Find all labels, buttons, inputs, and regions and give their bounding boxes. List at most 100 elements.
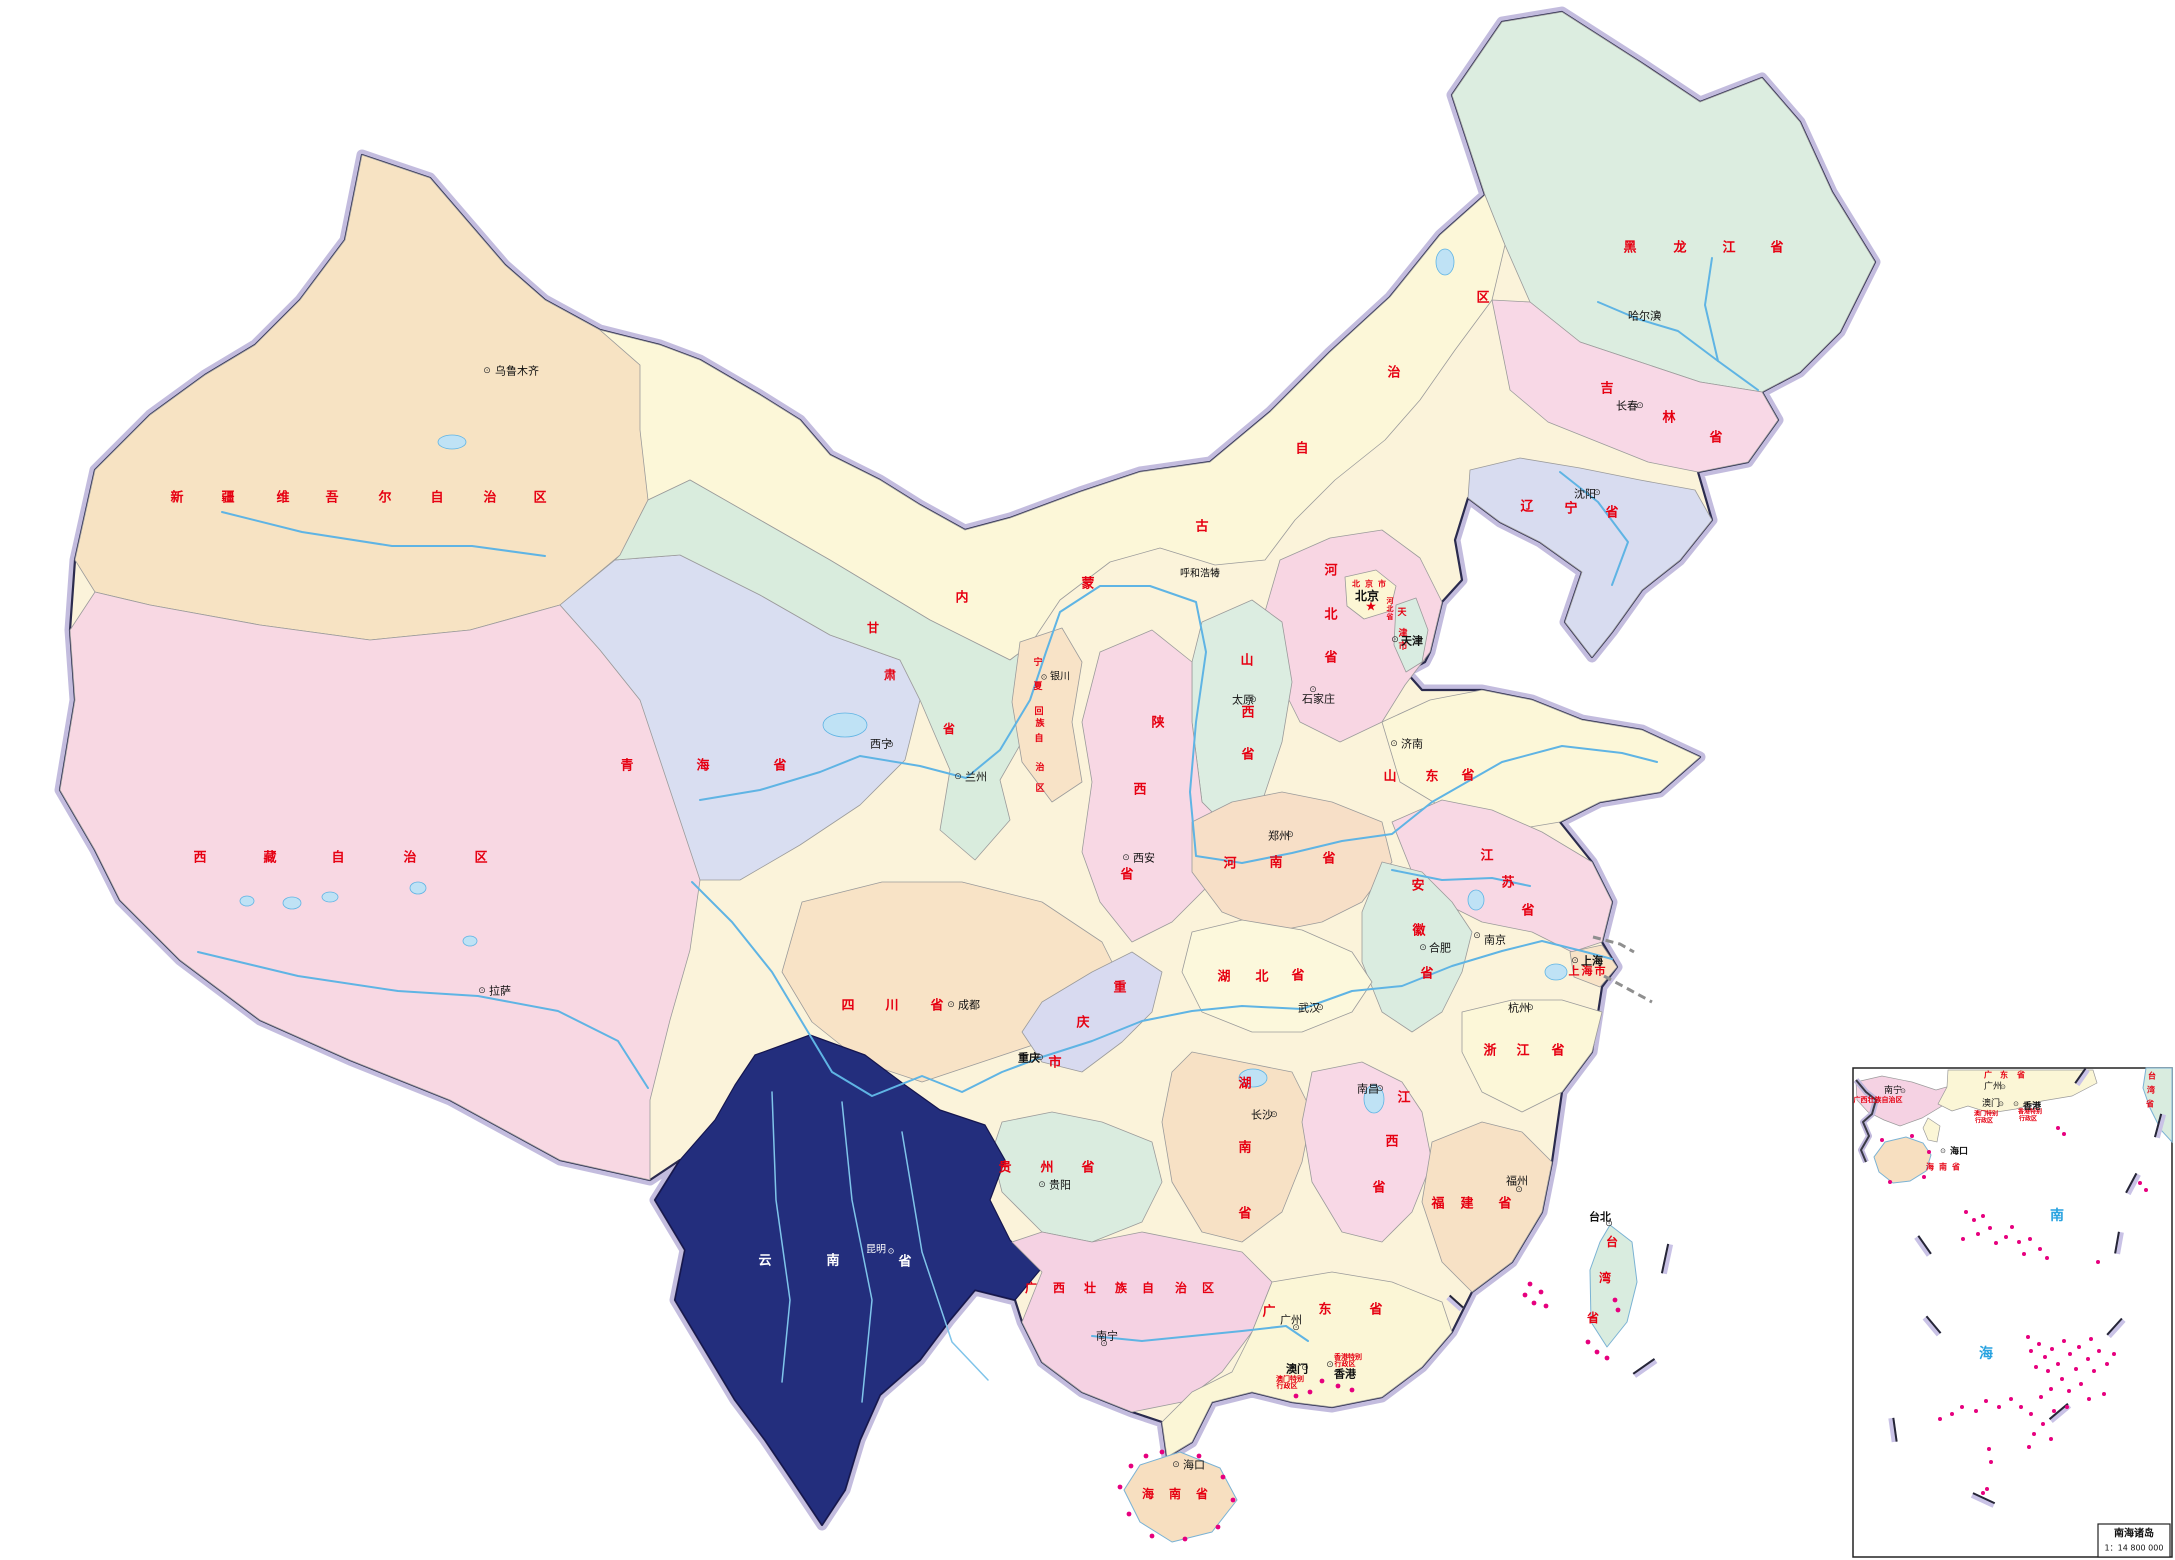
- label-hebei-char: 省: [1323, 650, 1337, 666]
- label-qinghai-char: 海: [696, 758, 709, 774]
- region-guangdong[interactable]: [1161, 1271, 1453, 1458]
- label-hainan-char: 海: [1142, 1486, 1154, 1501]
- river-yarlung: [197, 951, 649, 1089]
- label-guangxi-char: 壮: [1084, 1280, 1096, 1295]
- region-fujian[interactable]: [1421, 1121, 1553, 1293]
- island-dot: [1531, 1300, 1537, 1306]
- city-xianggang: ⊙香港: [1326, 1360, 1357, 1381]
- region-anhui[interactable]: [1361, 861, 1473, 1033]
- island-dot: [1522, 1292, 1528, 1298]
- inset-island-dot: [2017, 1240, 2021, 1244]
- island-dot: [1527, 1281, 1533, 1287]
- city-kunming-label: 昆明: [866, 1244, 886, 1256]
- city-changsha-label: 长沙: [1251, 1109, 1273, 1122]
- region-xinjiang[interactable]: [74, 154, 656, 641]
- city-shenyang-label: 沈阳: [1574, 487, 1596, 501]
- inset-island-dot: [1950, 1412, 1954, 1416]
- inset-label-taiwan-char: 湾: [2147, 1085, 2155, 1095]
- inset-island-dot: [2087, 1397, 2091, 1401]
- city-wuhan: ⊙武汉: [1298, 1002, 1324, 1015]
- lake-bosten: [437, 434, 467, 450]
- inset-island-dot: [2052, 1409, 2056, 1413]
- inset-island-dot: [1994, 1241, 1998, 1245]
- label-hubei-char: 湖: [1217, 970, 1230, 985]
- label-guizhou-char: 贵: [998, 1160, 1011, 1176]
- inset-island-dot: [1987, 1447, 1991, 1451]
- island-dot: [1215, 1524, 1221, 1530]
- region-beijing[interactable]: [1344, 569, 1397, 620]
- city-chengdu-label: 成都: [958, 999, 980, 1012]
- label-liaoning-char: 辽: [1520, 500, 1534, 515]
- province-labels-layer: 黑龙江省吉林省辽宁省内蒙古自治区新疆维吾尔自治区西藏自治区青海省甘肃省宁夏回族自…: [170, 240, 1783, 1502]
- inset-city-xianggang-marker-icon: ⊙: [2013, 1100, 2019, 1108]
- region-chongqing[interactable]: [1021, 951, 1163, 1073]
- lake-tibet-4: [462, 935, 478, 947]
- inset-island-dot: [1961, 1237, 1965, 1241]
- label-shanxi-char: 山: [1240, 653, 1253, 669]
- label-heilongjiang-char: 黑: [1623, 241, 1636, 256]
- inset-island-dot: [2062, 1339, 2066, 1343]
- label-hebei-char: 河: [1324, 563, 1337, 579]
- inset-island-dot: [1972, 1218, 1976, 1222]
- inset-city-guangzhou-marker-icon: ⊙: [2000, 1083, 2006, 1091]
- city-taibei-label: 台北: [1589, 1210, 1611, 1224]
- inset-vietnam-coast: [1855, 1079, 1877, 1163]
- inset-island-dot: [2043, 1355, 2047, 1359]
- label-taiwan-char: 台: [1606, 1234, 1618, 1249]
- dash-edge: [1660, 1243, 1670, 1274]
- city-taiyuan-marker-icon: ⊙: [1249, 695, 1257, 705]
- region-yunnan[interactable]: [654, 1034, 1041, 1526]
- river-jinsha-south: [901, 1131, 989, 1381]
- region-zhejiang[interactable]: [1461, 999, 1603, 1113]
- inset-island-dot: [2010, 1225, 2014, 1229]
- city-changsha-marker-icon: ⊙: [1270, 1110, 1278, 1120]
- inset-island-dot: [1984, 1399, 1988, 1403]
- city-zhengzhou-label: 郑州: [1268, 829, 1290, 843]
- city-haerbin: ⊙哈尔滨: [1628, 309, 1662, 323]
- city-shanghai: ⊙ 上海: [1571, 954, 1603, 968]
- region-hainan[interactable]: [1123, 1451, 1238, 1543]
- river-huaihe: [1391, 869, 1531, 887]
- dash-edge: [1632, 1358, 1656, 1375]
- region-guizhou[interactable]: [991, 1111, 1163, 1243]
- label-shanxi-char: 西: [1241, 706, 1254, 721]
- city-beijing: ★北京: [1355, 588, 1379, 615]
- city-changchun-marker-icon: ⊙: [1636, 401, 1644, 411]
- label-tianjin-shi-char: 天: [1397, 607, 1407, 618]
- dash-edge: [2048, 1402, 2069, 1420]
- label-yunnan-char: 云: [758, 1254, 771, 1269]
- label-xizang-char: 治: [403, 850, 416, 866]
- region-jiangxi[interactable]: [1301, 1061, 1433, 1243]
- inset-island-dot: [2038, 1247, 2042, 1251]
- region-xizang[interactable]: [59, 591, 701, 1181]
- inset-island-dot: [2046, 1369, 2050, 1373]
- city-nanning-marker-icon: ⊙: [1100, 1339, 1108, 1349]
- label-guizhou-char: 省: [1080, 1160, 1094, 1176]
- label-jiangxi: 江西省: [1371, 1090, 1410, 1196]
- label-ningxia-char: 治: [1035, 761, 1044, 773]
- region-hunan[interactable]: [1161, 1051, 1313, 1243]
- river-nenjiang: [1704, 257, 1719, 362]
- inset-island-dot: [2062, 1132, 2066, 1136]
- region-tianjin[interactable]: [1393, 597, 1429, 673]
- city-aomen-marker-icon: ⊙: [1301, 1363, 1309, 1373]
- inset-city-aomen-label: 澳门: [1982, 1097, 2000, 1109]
- island-dot: [1117, 1484, 1123, 1490]
- label-guangdong-char: 东: [1318, 1302, 1331, 1318]
- city-beijing-label: 北京: [1355, 588, 1379, 603]
- dash-edge: [2114, 1231, 2120, 1254]
- inset-label-taiwan-char: 省: [2145, 1099, 2154, 1109]
- label-hunan-char: 湖: [1238, 1077, 1251, 1092]
- region-taiwan[interactable]: [1589, 1224, 1638, 1348]
- inset-island-dot: [1989, 1460, 1993, 1464]
- lake-hongze: [1467, 889, 1485, 911]
- city-lanzhou-label: 兰州: [965, 771, 987, 784]
- inset-island-dot: [2037, 1342, 2041, 1346]
- region-liaoning[interactable]: [1467, 457, 1713, 658]
- region-jilin[interactable]: [1491, 299, 1779, 473]
- city-hefei-label: 合肥: [1429, 941, 1451, 955]
- region-ningxia[interactable]: [1011, 627, 1083, 803]
- region-hubei[interactable]: [1181, 919, 1373, 1033]
- inset-label-hk-sar-1: 香港特别: [2017, 1108, 2042, 1116]
